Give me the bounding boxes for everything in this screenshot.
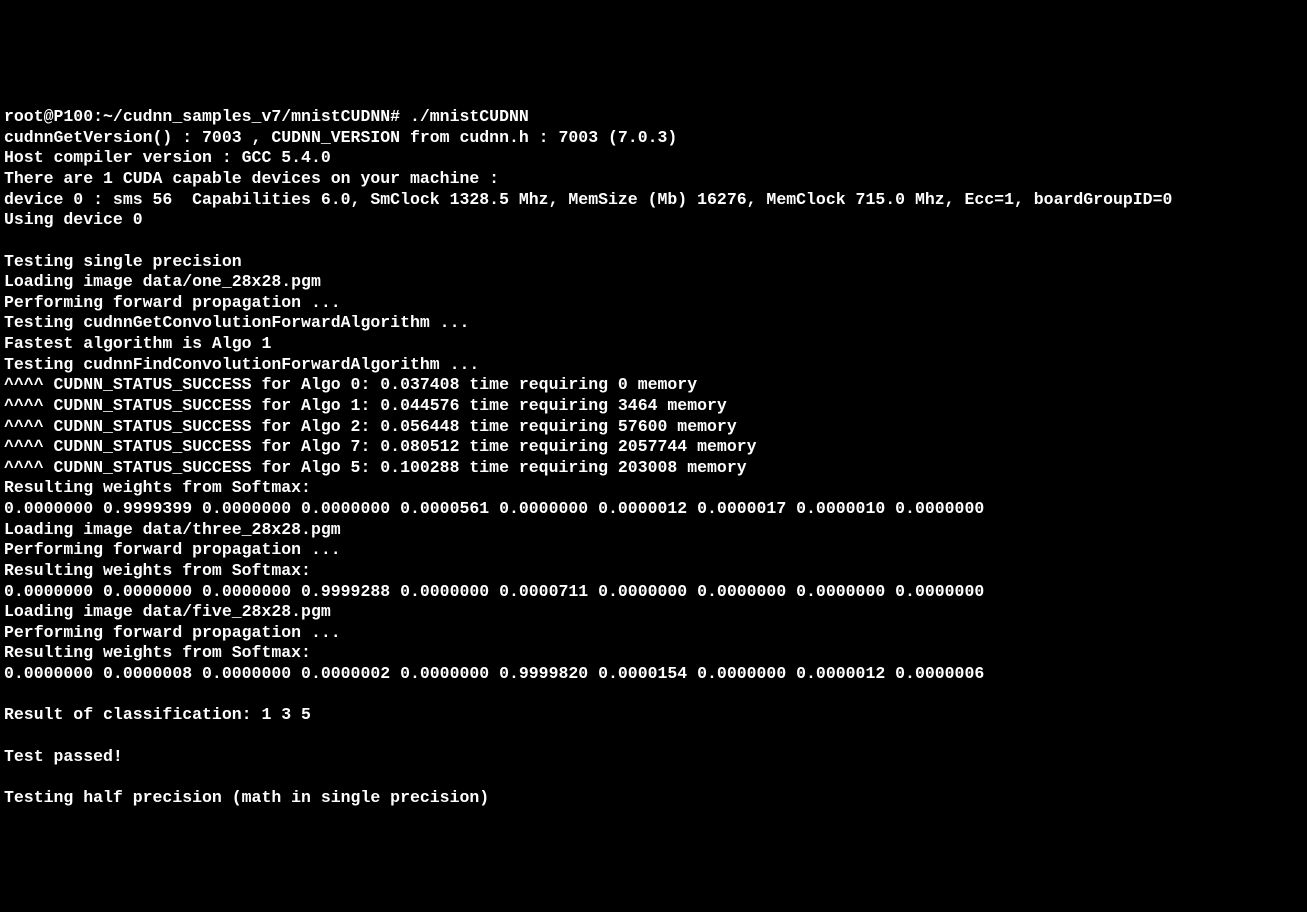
terminal-line: Loading image data/one_28x28.pgm [4,272,321,291]
terminal-line: ^^^^ CUDNN_STATUS_SUCCESS for Algo 5: 0.… [4,458,747,477]
terminal-line: 0.0000000 0.0000008 0.0000000 0.0000002 … [4,664,984,683]
terminal-line: Performing forward propagation ... [4,623,341,642]
terminal-line: Host compiler version : GCC 5.4.0 [4,148,331,167]
terminal-output: root@P100:~/cudnn_samples_v7/mnistCUDNN#… [4,87,1303,809]
terminal-line: Testing cudnnGetConvolutionForwardAlgori… [4,313,469,332]
terminal-line: ^^^^ CUDNN_STATUS_SUCCESS for Algo 1: 0.… [4,396,727,415]
terminal-line: Fastest algorithm is Algo 1 [4,334,271,353]
terminal-line: Result of classification: 1 3 5 [4,705,311,724]
terminal-line: Loading image data/five_28x28.pgm [4,602,331,621]
terminal-line: 0.0000000 0.0000000 0.0000000 0.9999288 … [4,582,984,601]
terminal-line: 0.0000000 0.9999399 0.0000000 0.0000000 … [4,499,984,518]
terminal-line: Performing forward propagation ... [4,293,341,312]
terminal-line: Resulting weights from Softmax: [4,561,311,580]
terminal-line: Using device 0 [4,210,143,229]
terminal-line: device 0 : sms 56 Capabilities 6.0, SmCl… [4,190,1172,209]
terminal-line: There are 1 CUDA capable devices on your… [4,169,499,188]
terminal-line: Test passed! [4,747,123,766]
terminal-line: Testing single precision [4,252,242,271]
terminal-line: Resulting weights from Softmax: [4,478,311,497]
terminal-line: Loading image data/three_28x28.pgm [4,520,341,539]
terminal-line: Resulting weights from Softmax: [4,643,311,662]
terminal-line: Testing cudnnFindConvolutionForwardAlgor… [4,355,479,374]
terminal-line: Performing forward propagation ... [4,540,341,559]
terminal-line: Testing half precision (math in single p… [4,788,489,807]
terminal-line: cudnnGetVersion() : 7003 , CUDNN_VERSION… [4,128,677,147]
terminal-line: ^^^^ CUDNN_STATUS_SUCCESS for Algo 7: 0.… [4,437,757,456]
terminal-line: ^^^^ CUDNN_STATUS_SUCCESS for Algo 0: 0.… [4,375,697,394]
terminal-line: root@P100:~/cudnn_samples_v7/mnistCUDNN#… [4,107,529,126]
terminal-line: ^^^^ CUDNN_STATUS_SUCCESS for Algo 2: 0.… [4,417,737,436]
